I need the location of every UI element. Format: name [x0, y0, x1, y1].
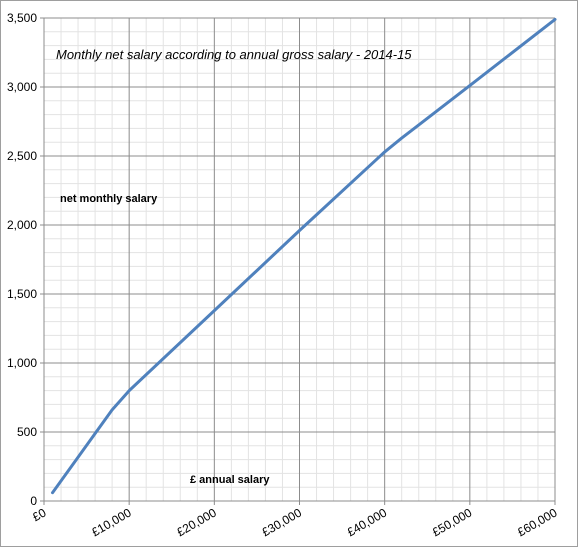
- x-tick-label: £0: [30, 505, 49, 524]
- y-tick-label: 2,000: [7, 218, 37, 232]
- major-gridlines: [44, 17, 556, 501]
- series-layer: [51, 17, 557, 495]
- axes: [40, 17, 556, 505]
- x-tick-label: £30,000: [259, 505, 304, 539]
- chart-title: Monthly net salary according to annual g…: [56, 47, 412, 62]
- y-tick-label: 3,500: [7, 11, 37, 25]
- annotation-annual-salary: £ annual salary: [190, 474, 270, 486]
- x-tick-label: £10,000: [89, 505, 134, 539]
- x-tick-label: £20,000: [174, 505, 219, 539]
- y-tick-label: 0: [30, 494, 37, 508]
- y-tick-label: 3,000: [7, 80, 37, 94]
- x-tick-label: £60,000: [515, 505, 560, 539]
- y-tick-label: 1,000: [7, 356, 37, 370]
- x-tick-label: £50,000: [430, 505, 475, 539]
- x-axis-tick-labels: £0 £10,000 £20,000 £30,000 £40,000 £50,000 £60…: [30, 505, 560, 539]
- y-tick-label: 2,500: [7, 149, 37, 163]
- series-line-0: [51, 17, 557, 495]
- x-tick-label: £40,000: [345, 505, 390, 539]
- y-tick-label: 500: [17, 425, 37, 439]
- annotation-net-monthly-salary: net monthly salary: [60, 193, 158, 205]
- y-axis-tick-labels: 0 500 1,000 1,500 2,000 2,500 3,000 3,500: [7, 11, 37, 508]
- y-tick-label: 1,500: [7, 287, 37, 301]
